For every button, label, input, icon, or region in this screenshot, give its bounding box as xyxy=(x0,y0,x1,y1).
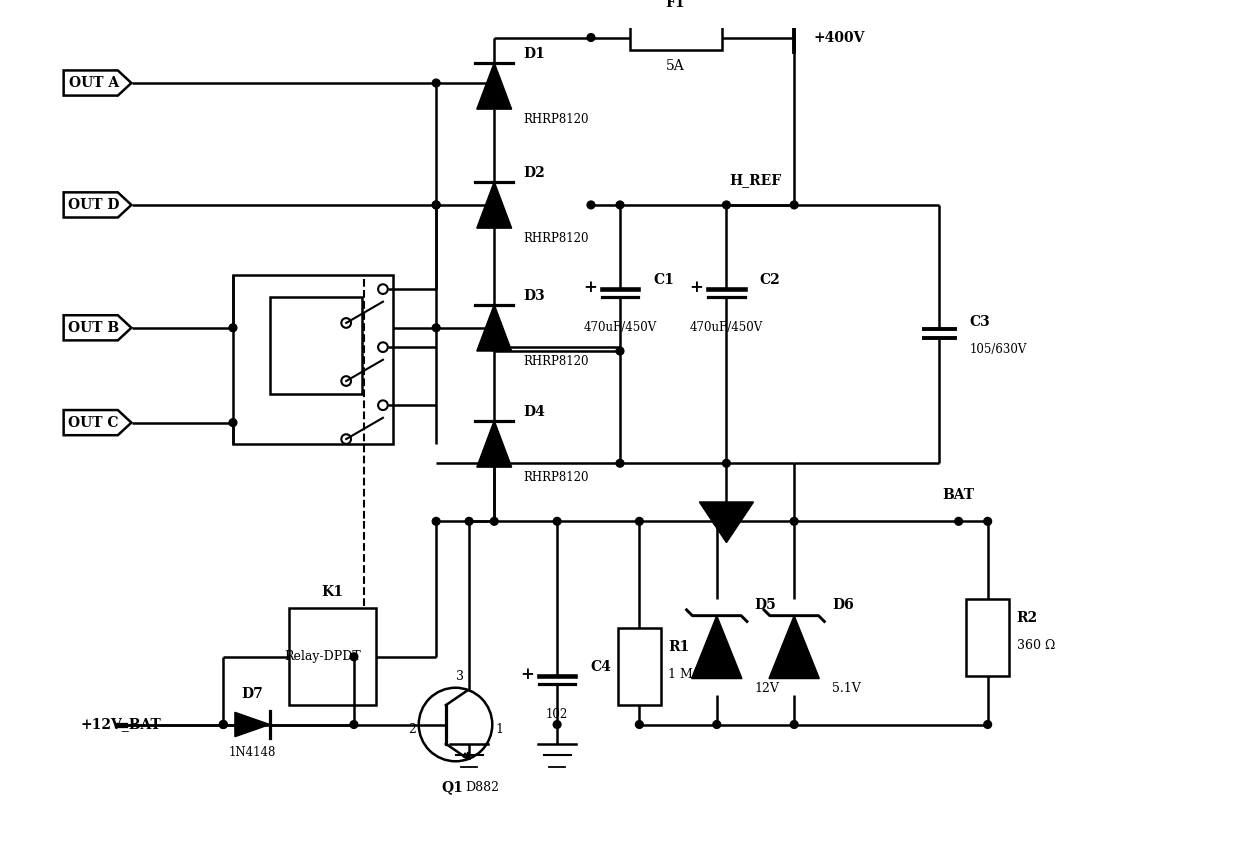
Text: C3: C3 xyxy=(970,314,990,329)
Circle shape xyxy=(790,201,799,209)
Text: Relay-DPDT: Relay-DPDT xyxy=(285,650,361,663)
Text: D882: D882 xyxy=(465,781,500,794)
Polygon shape xyxy=(477,182,512,228)
Circle shape xyxy=(350,653,358,661)
Text: 5A: 5A xyxy=(666,58,684,73)
Text: F1: F1 xyxy=(666,0,684,10)
Circle shape xyxy=(490,324,498,332)
Circle shape xyxy=(616,347,624,355)
Circle shape xyxy=(490,517,498,525)
Circle shape xyxy=(433,324,440,332)
Polygon shape xyxy=(699,502,754,543)
Text: 470uF/450V: 470uF/450V xyxy=(689,321,763,334)
Text: +12V_BAT: +12V_BAT xyxy=(81,717,161,732)
Polygon shape xyxy=(234,712,270,737)
Text: +: + xyxy=(583,278,596,295)
Circle shape xyxy=(465,517,472,525)
Circle shape xyxy=(229,324,237,332)
Circle shape xyxy=(490,344,498,351)
Circle shape xyxy=(490,460,498,467)
Circle shape xyxy=(219,721,227,728)
Circle shape xyxy=(635,721,644,728)
Circle shape xyxy=(713,721,720,728)
Circle shape xyxy=(553,517,560,525)
Circle shape xyxy=(433,201,440,209)
Bar xyxy=(270,297,362,393)
Text: C1: C1 xyxy=(653,273,673,287)
Circle shape xyxy=(616,460,624,467)
Circle shape xyxy=(790,517,799,525)
Bar xyxy=(233,275,393,444)
Circle shape xyxy=(229,418,237,427)
Text: R1: R1 xyxy=(668,640,689,654)
Circle shape xyxy=(490,201,498,209)
Text: OUT A: OUT A xyxy=(68,76,119,90)
Polygon shape xyxy=(769,616,820,679)
Text: Q1: Q1 xyxy=(441,781,463,795)
Text: C4: C4 xyxy=(590,661,611,674)
Circle shape xyxy=(955,517,962,525)
Circle shape xyxy=(635,517,644,525)
Text: OUT B: OUT B xyxy=(68,320,119,335)
Circle shape xyxy=(723,460,730,467)
Circle shape xyxy=(490,460,498,467)
Polygon shape xyxy=(477,421,512,467)
Circle shape xyxy=(490,79,498,87)
Circle shape xyxy=(616,201,624,209)
Text: RHRP8120: RHRP8120 xyxy=(523,471,589,484)
Bar xyxy=(966,599,1009,676)
Circle shape xyxy=(587,34,595,41)
Text: 360 Ω: 360 Ω xyxy=(1017,639,1055,652)
Bar xyxy=(618,628,661,705)
Text: D5: D5 xyxy=(755,598,776,612)
Text: H_REF: H_REF xyxy=(729,174,781,187)
Circle shape xyxy=(983,721,992,728)
Text: BAT: BAT xyxy=(942,488,975,502)
Circle shape xyxy=(350,721,358,728)
Text: RHRP8120: RHRP8120 xyxy=(523,232,589,245)
Text: 1 MΩ: 1 MΩ xyxy=(668,667,703,680)
Text: +: + xyxy=(689,278,703,295)
Text: 5.1V: 5.1V xyxy=(832,682,861,696)
Bar xyxy=(630,23,722,50)
Text: K1: K1 xyxy=(321,585,343,599)
Text: RHRP8120: RHRP8120 xyxy=(523,113,589,126)
Text: 1N4148: 1N4148 xyxy=(228,746,277,759)
Text: D7: D7 xyxy=(242,686,263,701)
Text: C2: C2 xyxy=(759,273,780,287)
Text: D3: D3 xyxy=(523,289,546,302)
Text: 470uF/450V: 470uF/450V xyxy=(583,321,657,334)
Circle shape xyxy=(790,721,799,728)
Text: RHRP8120: RHRP8120 xyxy=(523,355,589,368)
Polygon shape xyxy=(477,63,512,109)
Text: R2: R2 xyxy=(1017,611,1038,625)
Text: OUT C: OUT C xyxy=(68,416,119,430)
Text: +: + xyxy=(520,666,534,683)
Bar xyxy=(289,608,376,705)
Text: +400V: +400V xyxy=(813,31,864,45)
Text: 1: 1 xyxy=(495,722,503,736)
Circle shape xyxy=(433,201,440,209)
Text: 2: 2 xyxy=(408,722,415,736)
Polygon shape xyxy=(692,616,742,679)
Circle shape xyxy=(983,517,992,525)
Circle shape xyxy=(219,721,227,728)
Circle shape xyxy=(433,79,440,87)
Circle shape xyxy=(553,721,560,728)
Circle shape xyxy=(433,517,440,525)
Circle shape xyxy=(713,517,720,525)
Text: D6: D6 xyxy=(832,598,854,612)
Text: OUT D: OUT D xyxy=(68,198,119,212)
Circle shape xyxy=(723,201,730,209)
Text: 102: 102 xyxy=(546,708,568,721)
Text: D1: D1 xyxy=(523,46,546,61)
Text: D4: D4 xyxy=(523,405,546,418)
Circle shape xyxy=(587,201,595,209)
Text: 12V: 12V xyxy=(755,682,780,696)
Text: 105/630V: 105/630V xyxy=(970,344,1027,356)
Text: D2: D2 xyxy=(523,166,546,180)
Polygon shape xyxy=(477,305,512,351)
Text: 3: 3 xyxy=(456,670,464,683)
